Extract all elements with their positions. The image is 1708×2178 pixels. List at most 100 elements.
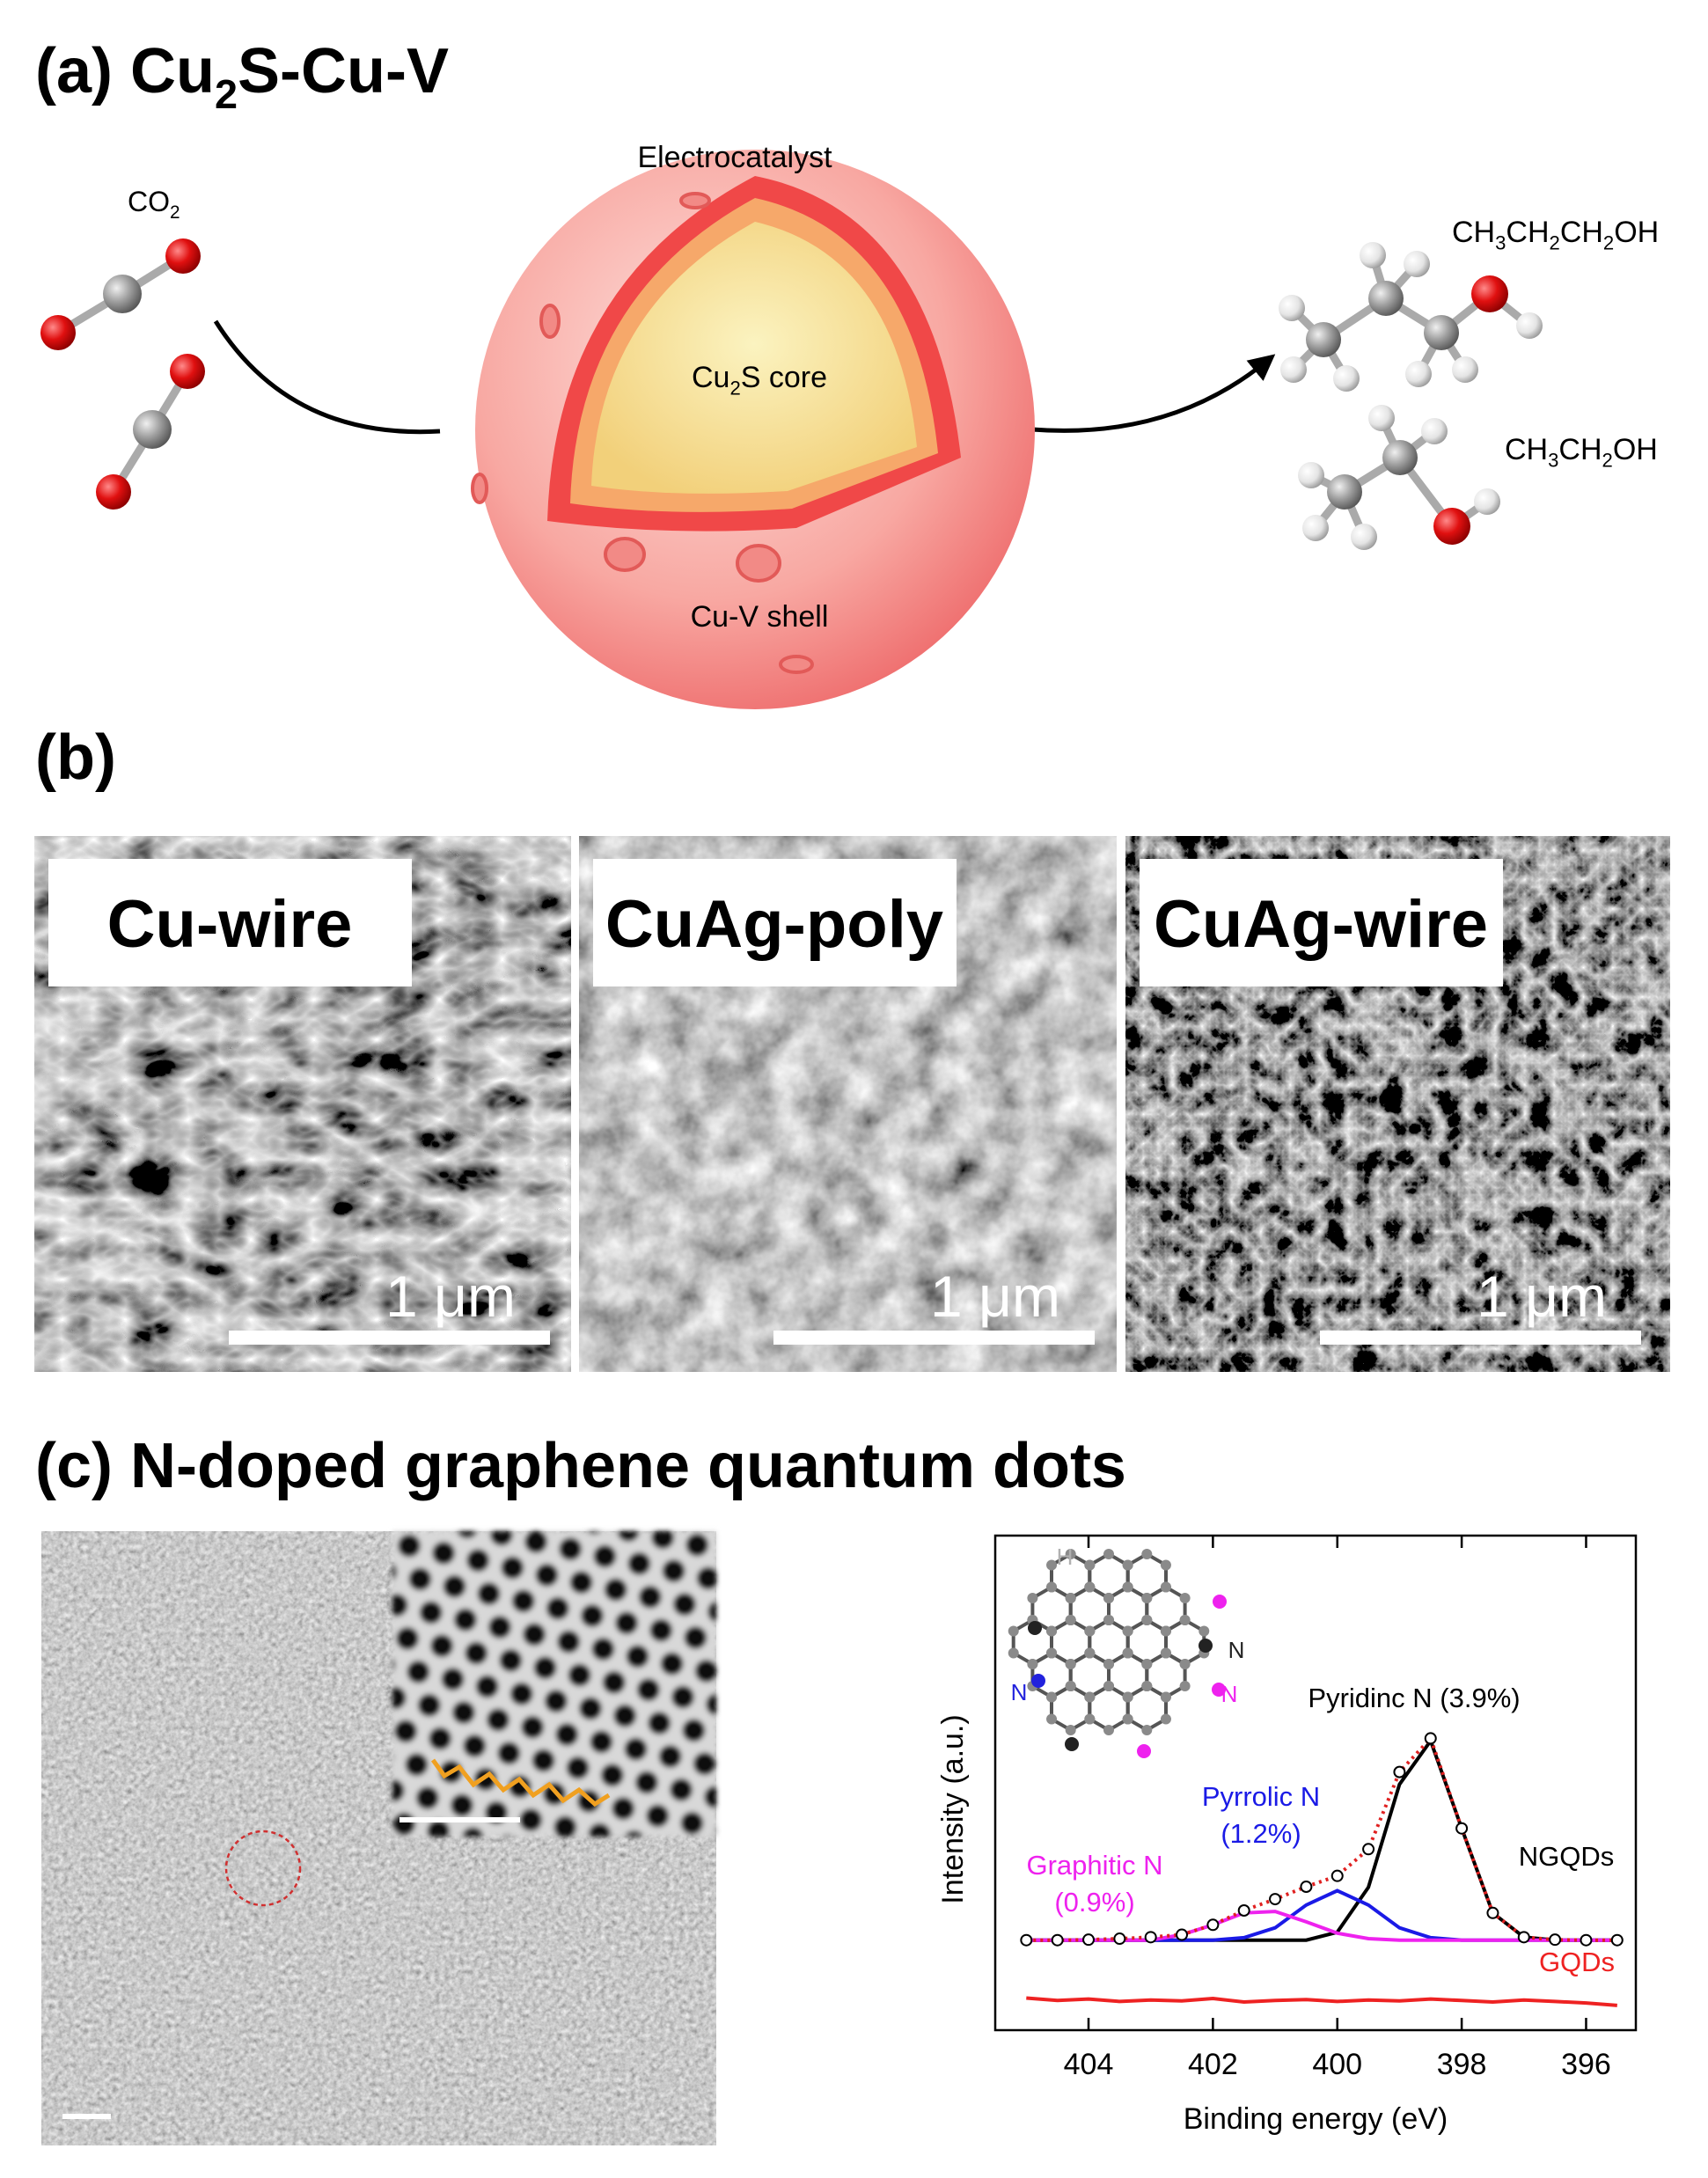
atom [1302,515,1329,541]
image-label: CuAg-wire [1154,887,1488,962]
text-part: S core [741,361,827,394]
lattice-atom [1179,1615,1191,1625]
lattice-atom [1179,1593,1191,1603]
atom [1333,365,1360,392]
atom [1306,322,1341,357]
lattice-atom [1046,1625,1058,1637]
data-point [1393,1765,1406,1778]
reaction-arrow [1031,354,1276,433]
peak-label: (0.9%) [1054,1887,1134,1918]
text-part: (a) Cu [35,36,215,106]
text-part: CO [128,186,170,217]
inset-label: N [1011,1679,1028,1705]
data-point [1486,1906,1499,1919]
atom [1280,356,1307,383]
lattice-atom [1160,1581,1171,1593]
lattice-atom [1103,1593,1114,1603]
text-part: 2 [1603,232,1614,254]
text-part: OH [1613,433,1658,466]
lattice-atom [1046,1559,1058,1571]
atom [1360,242,1386,268]
data-point [1144,1931,1157,1944]
lattice-atom [1199,1625,1210,1637]
atom [1327,474,1362,510]
lattice-atom [1141,1659,1153,1669]
data-point [1020,1933,1033,1947]
data-point [1082,1933,1096,1947]
dopant-atom [1199,1639,1213,1653]
lattice-atom [1122,1647,1133,1659]
data-point [1269,1893,1282,1906]
lattice-atom [1008,1647,1019,1659]
panel-title: (c) N-doped graphene quantum dots [35,1431,1126,1501]
lattice-atom [1046,1691,1058,1703]
dopant-atom [1213,1595,1227,1609]
inset-label: H [1057,1544,1074,1570]
lattice-atom [1141,1681,1153,1691]
dopant-atom [1028,1621,1042,1635]
data-point [1580,1933,1593,1947]
panel-title: (b) [35,722,116,793]
text-part: CH [1452,216,1495,249]
text-part: CH [1560,216,1603,249]
text-part: 2 [729,378,740,400]
atom [1405,361,1432,387]
label-box [48,859,412,986]
lattice-atom [1103,1615,1114,1625]
atom [1382,440,1418,475]
text-part: CH [1505,433,1548,466]
x-tick-label: 404 [1064,2048,1114,2081]
text-part: 2 [170,202,180,223]
lattice-atom [1122,1691,1133,1703]
lattice-atom [1160,1625,1171,1637]
lattice-atom [1103,1681,1114,1691]
lattice-atom [1046,1581,1058,1593]
scale-bar [229,1331,550,1345]
atom [1368,405,1395,431]
data-point [1455,1822,1469,1835]
label: CH3CH2CH2OH [1452,216,1659,254]
atom [133,410,172,449]
shell-label: Cu-V shell [691,600,829,634]
lattice-atom [1027,1659,1038,1669]
lattice-atom [1046,1713,1058,1725]
lattice-atom [1103,1725,1114,1735]
image-label: Cu-wire [107,887,353,962]
label-box [593,859,957,986]
atom [165,238,201,274]
x-axis-label: Binding energy (eV) [1184,2102,1448,2136]
lattice-atom [1160,1559,1171,1571]
data-point [1051,1933,1064,1947]
text-part: CH [1506,216,1549,249]
atom [1279,295,1305,321]
atom [1474,488,1500,515]
text-part: Cu [692,361,729,394]
lattice-atom [1027,1593,1038,1603]
lattice-atom [1160,1647,1171,1659]
atom [1424,315,1459,350]
dopant-atom [1031,1674,1045,1688]
peak-label: Graphitic N [1026,1850,1162,1881]
atom [103,275,142,313]
inset-label: N [1221,1681,1238,1707]
peak-label: Pyridinc N (3.9%) [1308,1683,1520,1713]
lattice-atom [1008,1625,1019,1637]
atom [1452,356,1478,383]
lattice-atom [1065,1725,1076,1735]
x-tick-label: 398 [1437,2048,1487,2081]
lattice-atom [1084,1691,1096,1703]
atom [1404,251,1430,277]
lattice-atom [1084,1647,1096,1659]
atom [1421,418,1448,444]
x-tick-label: 400 [1312,2048,1362,2081]
lattice-atom [1141,1615,1153,1625]
lattice-atom [1141,1549,1153,1559]
lattice-atom [1122,1559,1133,1571]
text-part: OH [1614,216,1659,249]
lattice-atom [1065,1593,1076,1603]
data-point [1610,1933,1624,1947]
lattice-atom [1122,1713,1133,1725]
data-point [1300,1881,1313,1894]
text-part: 2 [215,71,238,117]
lattice-atom [1122,1581,1133,1593]
